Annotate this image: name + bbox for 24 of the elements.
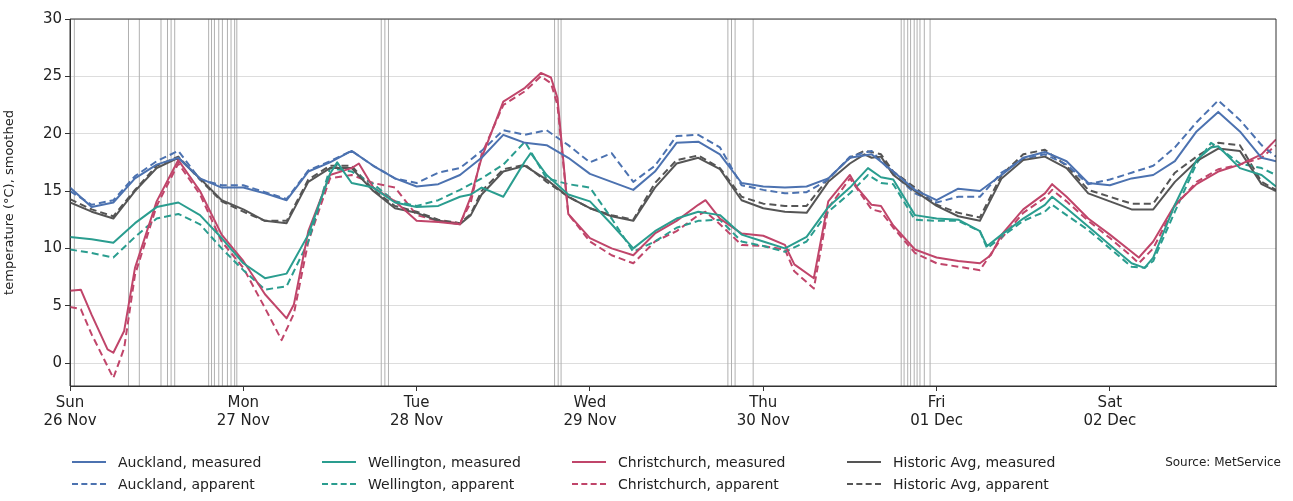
x-tick-label: Fri 01 Dec [910, 392, 964, 429]
y-tick-label: 25 [42, 66, 62, 85]
legend-label: Christchurch, measured [618, 454, 786, 470]
y-tick-label: 15 [42, 180, 62, 199]
x-tick-label: Sat 02 Dec [1083, 392, 1137, 429]
legend-label: Wellington, apparent [368, 476, 515, 492]
x-tick-label: Tue 28 Nov [390, 392, 444, 429]
y-tick-label: 0 [52, 352, 62, 371]
legend-label: Auckland, measured [118, 454, 262, 470]
legend-label: Historic Avg, measured [893, 454, 1056, 470]
y-tick-label: 5 [52, 295, 62, 314]
x-tick-label: Sun 26 Nov [43, 392, 97, 429]
x-tick-label: Thu 30 Nov [736, 392, 790, 429]
y-tick-label: 10 [42, 238, 62, 257]
legend-label: Historic Avg, apparent [893, 476, 1049, 492]
legend-label: Auckland, apparent [118, 476, 255, 492]
y-tick-label: 20 [42, 123, 62, 142]
y-axis-title: temperature (°C), smoothed [1, 110, 17, 295]
x-tick-label: Wed 29 Nov [563, 392, 617, 429]
legend-label: Christchurch, apparent [618, 476, 779, 492]
x-tick-label: Mon 27 Nov [216, 392, 270, 429]
legend-label: Wellington, measured [368, 454, 521, 470]
source-note: Source: MetService [1165, 455, 1281, 469]
y-tick-label: 30 [42, 8, 62, 27]
